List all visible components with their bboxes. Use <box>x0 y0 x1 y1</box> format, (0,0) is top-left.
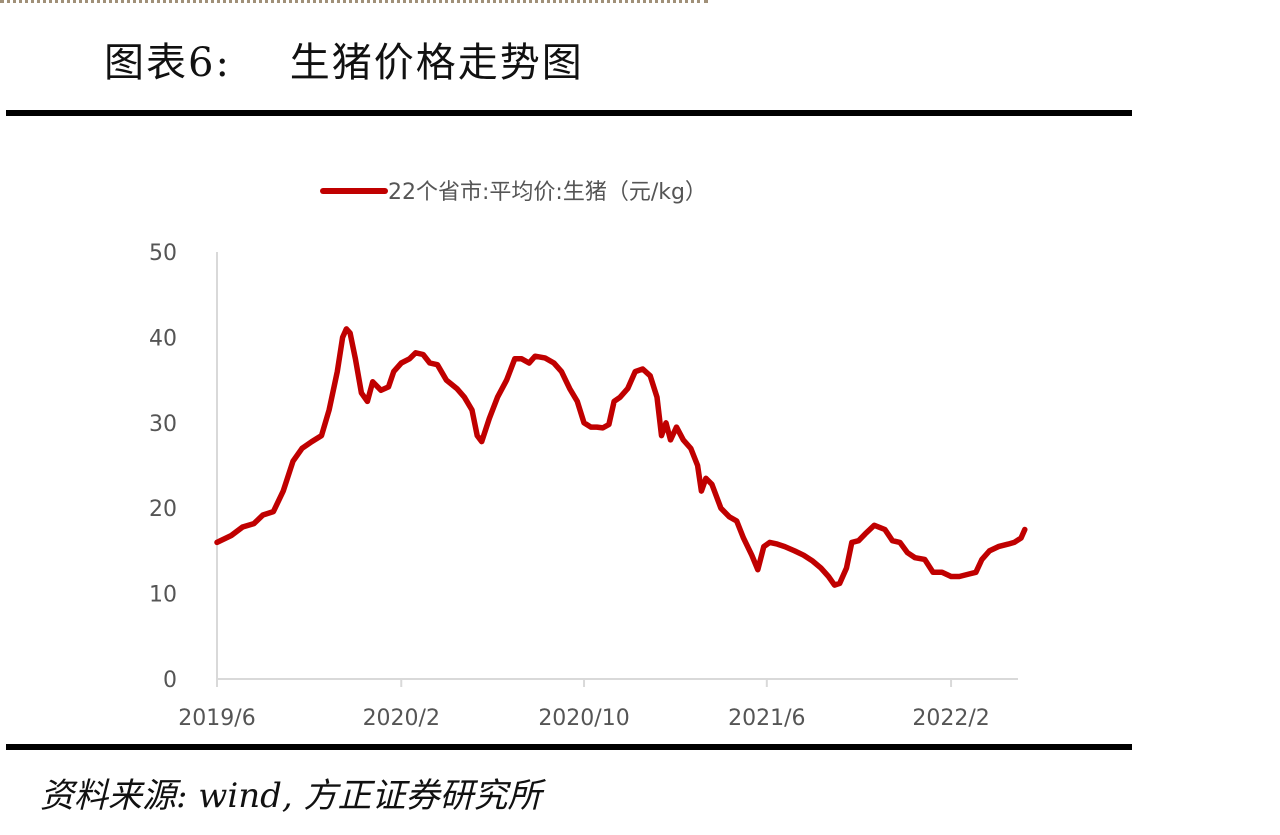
chart-axes: 0 10 20 30 40 50 2019/6 2020/2 2020/10 2021/6 2022… <box>149 241 1018 731</box>
x-tick-label: 2020/10 <box>538 706 629 731</box>
series-line-0 <box>214 326 1028 588</box>
y-tick-label: 30 <box>149 412 177 437</box>
y-tick-label: 50 <box>149 241 177 266</box>
chart-legend: 22个省市:平均价:生猪（元/kg） <box>320 180 707 205</box>
source-note: 资料来源: wind, 方正证券研究所 <box>40 776 542 816</box>
top-rule <box>6 110 1132 116</box>
legend-label: 22个省市:平均价:生猪（元/kg） <box>388 180 707 205</box>
bottom-rule <box>6 744 1132 750</box>
x-tick-label: 2020/2 <box>363 706 440 731</box>
y-tick-label: 10 <box>149 583 177 608</box>
y-tick-label: 40 <box>149 326 177 351</box>
figure-title: 图表6: 生猪价格走势图 <box>104 40 584 86</box>
y-tick-label: 20 <box>149 497 177 522</box>
x-tick-label: 2022/2 <box>912 706 989 731</box>
y-tick-label: 0 <box>163 668 177 693</box>
x-tick-label: 2019/6 <box>178 706 255 731</box>
dotted-top-border <box>0 0 708 3</box>
chart-plot-area <box>214 326 1028 588</box>
x-tick-label: 2021/6 <box>728 706 805 731</box>
